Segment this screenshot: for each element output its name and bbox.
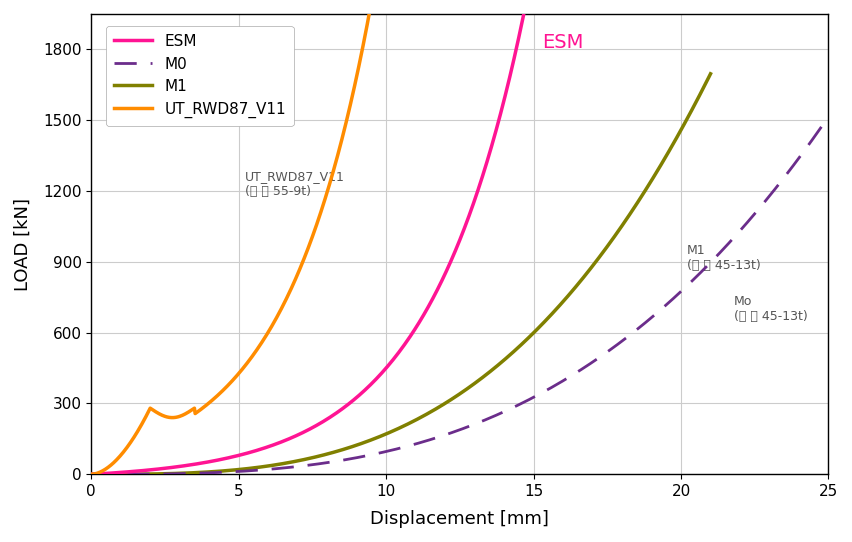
Line: M1: M1 xyxy=(91,74,711,474)
M1 xyxy=(86,471,96,478)
M1 xyxy=(533,325,544,331)
Line: M0: M0 xyxy=(91,117,828,474)
M0 xyxy=(550,382,560,389)
UT_RWD87_V11 xyxy=(366,0,377,5)
M1 xyxy=(705,70,716,77)
UT_RWD87_V11 xyxy=(86,471,96,478)
Line: ESM: ESM xyxy=(91,0,543,474)
Text: UT_RWD87_V11
(경 도 55-9t): UT_RWD87_V11 (경 도 55-9t) xyxy=(245,170,344,198)
UT_RWD87_V11 xyxy=(197,405,207,412)
UT_RWD87_V11 xyxy=(290,278,300,284)
Text: Mo
(경 도 45-13t): Mo (경 도 45-13t) xyxy=(734,295,808,323)
Text: ESM: ESM xyxy=(543,33,584,52)
Line: UT_RWD87_V11: UT_RWD87_V11 xyxy=(91,2,371,474)
UT_RWD87_V11 xyxy=(120,447,130,454)
UT_RWD87_V11 xyxy=(177,412,187,418)
M0 xyxy=(823,113,833,120)
M0 xyxy=(175,470,185,477)
X-axis label: Displacement [mm]: Displacement [mm] xyxy=(371,510,550,528)
ESM xyxy=(414,319,424,326)
M0 xyxy=(326,459,337,465)
M1 xyxy=(331,448,342,455)
Text: M1
(경 도 45-13t): M1 (경 도 45-13t) xyxy=(687,244,761,272)
M0 xyxy=(622,334,632,340)
M1 xyxy=(288,459,298,465)
M1 xyxy=(475,376,486,382)
ESM xyxy=(412,323,422,330)
UT_RWD87_V11 xyxy=(262,330,273,337)
ESM xyxy=(370,377,380,383)
ESM xyxy=(265,443,275,449)
ESM xyxy=(141,467,151,474)
M0 xyxy=(378,449,389,455)
Y-axis label: LOAD [kN]: LOAD [kN] xyxy=(14,198,32,291)
M1 xyxy=(161,470,171,477)
M0 xyxy=(619,337,629,343)
ESM xyxy=(86,471,96,478)
M1 xyxy=(536,322,546,328)
ESM xyxy=(233,452,244,459)
UT_RWD87_V11 xyxy=(288,280,298,287)
Legend: ESM, M0, M1, UT_RWD87_V11: ESM, M0, M1, UT_RWD87_V11 xyxy=(106,26,294,126)
M0 xyxy=(86,471,96,478)
